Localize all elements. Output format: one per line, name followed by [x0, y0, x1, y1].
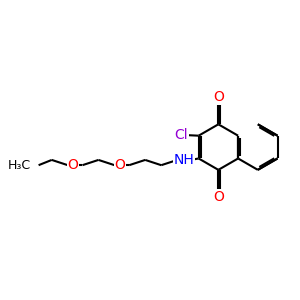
Text: NH: NH: [174, 153, 195, 167]
Text: O: O: [114, 158, 125, 172]
Text: O: O: [213, 90, 224, 104]
Text: O: O: [68, 158, 79, 172]
Text: H₃C: H₃C: [7, 159, 30, 172]
Text: O: O: [213, 190, 224, 204]
Text: Cl: Cl: [174, 128, 188, 142]
